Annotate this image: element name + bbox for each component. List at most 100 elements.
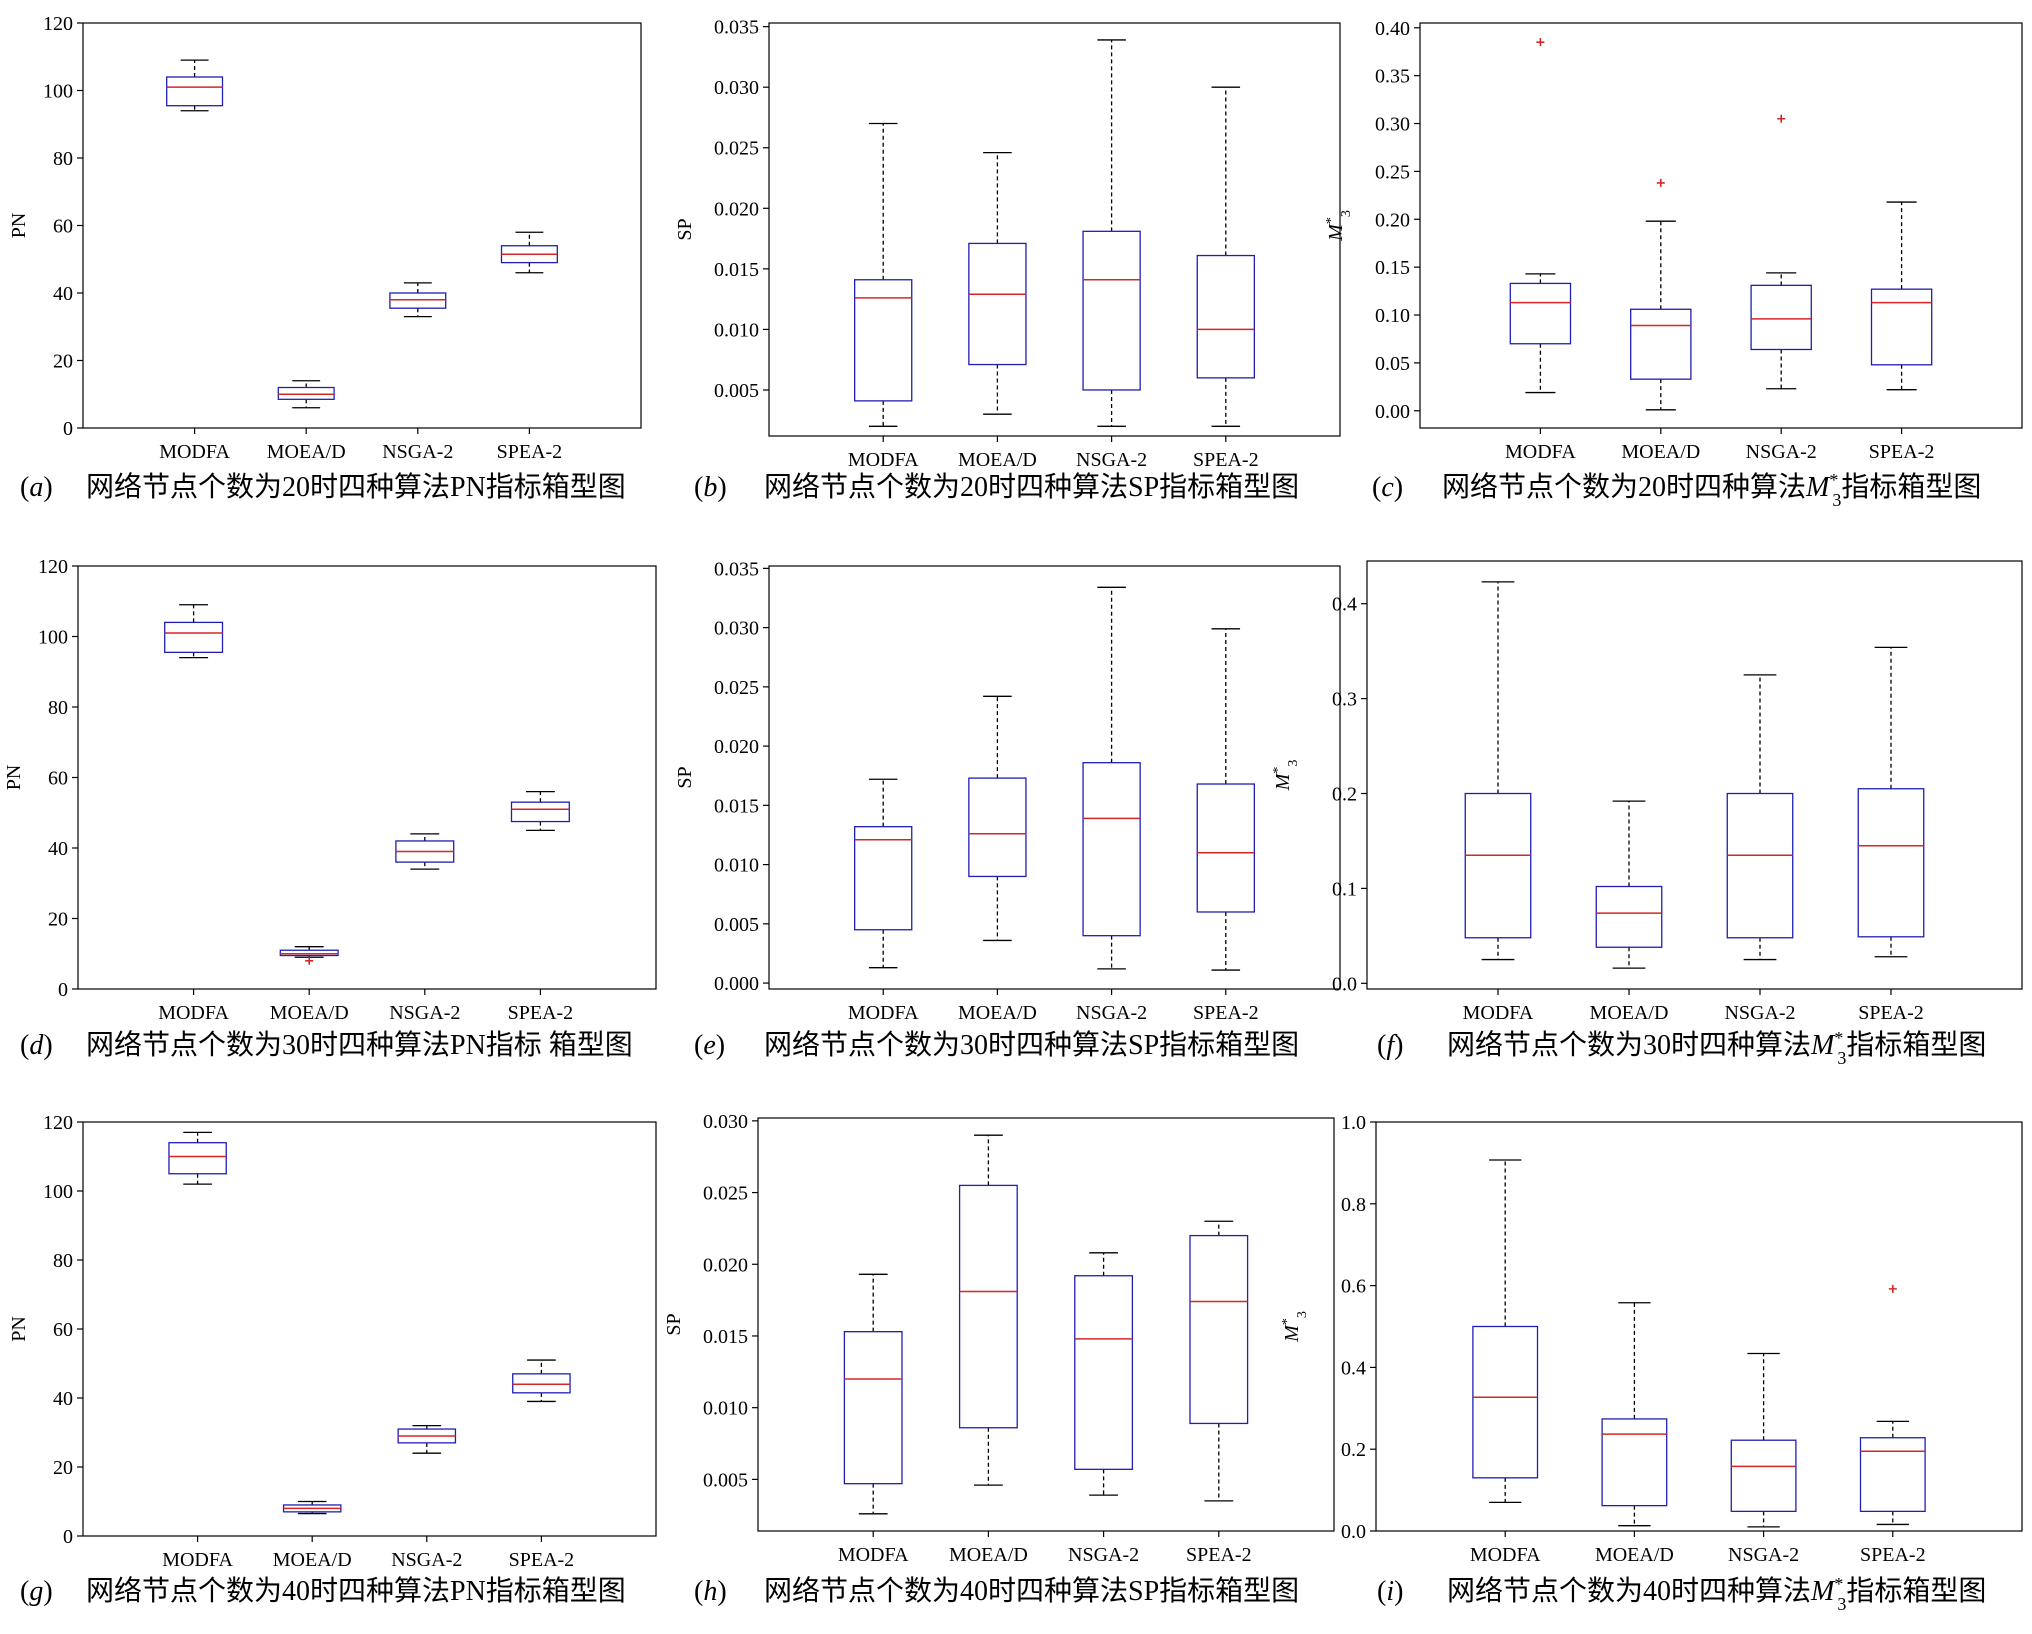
x-tick-label: MOEA/D	[270, 1002, 349, 1024]
caption-text: 网络节点个数为20时四种算法PN指标箱型图	[86, 471, 626, 503]
box-modfa	[854, 778, 913, 969]
panel-letter: (h)	[694, 1576, 727, 1607]
y-tick-label: 0.030	[714, 618, 759, 640]
y-tick-label: 100	[43, 81, 73, 103]
y-tick-label: 0.1	[1332, 878, 1357, 900]
y-tick-label: 60	[53, 1319, 73, 1341]
iqr-box	[1509, 282, 1572, 345]
panel-letter: (a)	[20, 472, 53, 503]
x-tick-label: SPEA-2	[509, 1549, 575, 1571]
box-nsga-2	[1082, 586, 1141, 970]
x-tick-label: MODFA	[1463, 1002, 1534, 1024]
y-tick-label: 40	[53, 1388, 73, 1410]
x-tick-label: NSGA-2	[1076, 1002, 1147, 1024]
x-tick-label: MODFA	[1505, 441, 1576, 463]
box-moea-d	[968, 151, 1027, 415]
x-tick-label: SPEA-2	[1186, 1544, 1252, 1566]
box-nsga-2	[1730, 1352, 1797, 1528]
y-tick-label: 0.010	[714, 319, 759, 341]
panel-e: 0.000 0.005 0.010 0.015 0.020 0.025 0.030 0.035…	[674, 558, 1341, 1061]
box-spea-2	[1196, 628, 1255, 971]
panel-letter: (i)	[1377, 1576, 1403, 1607]
panel-caption: (f) 网络节点个数为30时四种算法M* 3指标箱型图	[1377, 1028, 1986, 1068]
y-tick-label: 0.05	[1375, 353, 1410, 375]
box-spea-2	[1857, 646, 1925, 958]
y-tick-label: 40	[48, 838, 68, 860]
box-modfa	[168, 1131, 227, 1185]
box-modfa	[854, 122, 913, 427]
y-tick-label: 0.025	[703, 1183, 748, 1205]
y-tick-label: 0.015	[703, 1326, 748, 1348]
y-axis-label: SP	[674, 766, 696, 788]
iqr-box	[854, 279, 913, 402]
x-tick-label: MOEA/D	[958, 1002, 1037, 1024]
y-tick-label: 0.035	[714, 17, 759, 39]
caption-text: 网络节点个数为40时四种算法PN指标箱型图	[86, 1575, 626, 1607]
caption-text: 网络节点个数为30时四种算法PN指标 箱型图	[86, 1029, 633, 1061]
y-tick-label: 0.35	[1375, 66, 1410, 88]
x-tick-label: NSGA-2	[1746, 441, 1817, 463]
box-nsga-2	[1750, 114, 1812, 390]
box-moea-d	[277, 380, 335, 409]
x-tick-label: MOEA/D	[273, 1549, 352, 1571]
y-tick-label: 0.8	[1341, 1194, 1366, 1216]
iqr-box	[1601, 1418, 1668, 1507]
box-spea-2	[1870, 201, 1933, 391]
y-tick-label: 0.025	[714, 677, 759, 699]
outlier-marker	[1888, 1284, 1897, 1293]
y-tick-label: 20	[53, 1457, 73, 1479]
y-tick-label: 120	[43, 1112, 73, 1134]
caption-text: 网络节点个数为40时四种算法M* 3指标箱型图	[1447, 1574, 1986, 1614]
x-tick-label: MOEA/D	[1621, 441, 1700, 463]
panel-caption: (d) 网络节点个数为30时四种算法PN指标 箱型图	[20, 1029, 633, 1061]
y-tick-label: 0.025	[714, 138, 759, 160]
y-tick-label: 0.10	[1375, 305, 1410, 327]
box-nsga-2	[395, 833, 455, 870]
x-tick-label: SPEA-2	[1193, 449, 1259, 471]
iqr-box	[1464, 792, 1532, 939]
x-tick-label: NSGA-2	[1068, 1544, 1139, 1566]
plot-frame	[1375, 1121, 2023, 1532]
iqr-box	[1196, 783, 1255, 913]
box-spea-2	[1189, 1220, 1249, 1502]
y-tick-label: 0.005	[714, 380, 759, 402]
panel-letter: (f)	[1377, 1030, 1403, 1061]
iqr-box	[958, 1184, 1018, 1429]
plot-frame	[1366, 560, 2023, 990]
iqr-box	[1189, 1234, 1249, 1425]
y-tick-label: 0.40	[1375, 18, 1410, 40]
y-axis-label: SP	[663, 1313, 685, 1335]
caption-text: 网络节点个数为40时四种算法SP指标箱型图	[764, 1575, 1299, 1607]
y-tick-label: 0.2	[1332, 784, 1357, 806]
box-nsga-2	[1074, 1252, 1134, 1496]
panel-letter: (e)	[694, 1030, 725, 1061]
plot-frame	[768, 565, 1341, 990]
y-tick-label: 0.2	[1341, 1439, 1366, 1461]
iqr-box	[510, 801, 570, 823]
x-tick-label: MOEA/D	[1590, 1002, 1669, 1024]
iqr-box	[1730, 1439, 1797, 1513]
box-nsga-2	[397, 1424, 457, 1454]
y-tick-label: 0.25	[1375, 161, 1410, 183]
x-tick-label: MODFA	[848, 1002, 919, 1024]
box-moea-d	[1601, 1302, 1668, 1527]
panel-c: 0.00 0.05 0.10 0.15 0.20 0.25 0.30 0.35 0.40 M*3 M…	[1324, 18, 2023, 510]
y-tick-label: 0.0	[1341, 1521, 1366, 1543]
box-modfa	[1472, 1159, 1539, 1504]
y-tick-label: 0.005	[703, 1469, 748, 1491]
box-moea-d	[968, 695, 1027, 942]
iqr-box	[277, 386, 335, 400]
y-tick-label: 0.15	[1375, 257, 1410, 279]
box-modfa	[164, 604, 224, 659]
box-modfa	[166, 59, 224, 112]
y-tick-label: 80	[53, 148, 73, 170]
outlier-marker	[1777, 114, 1786, 123]
panel-h: 0.005 0.010 0.015 0.020 0.025 0.030 SP MODFA MOE…	[663, 1111, 1335, 1607]
box-moea-d	[1595, 800, 1663, 969]
panel-caption: (e) 网络节点个数为30时四种算法SP指标箱型图	[694, 1029, 1299, 1061]
box-nsga-2	[1082, 39, 1141, 427]
y-axis-label: M*3	[1280, 1311, 1310, 1343]
outlier-marker	[305, 956, 314, 965]
y-tick-label: 0.0	[1332, 973, 1357, 995]
